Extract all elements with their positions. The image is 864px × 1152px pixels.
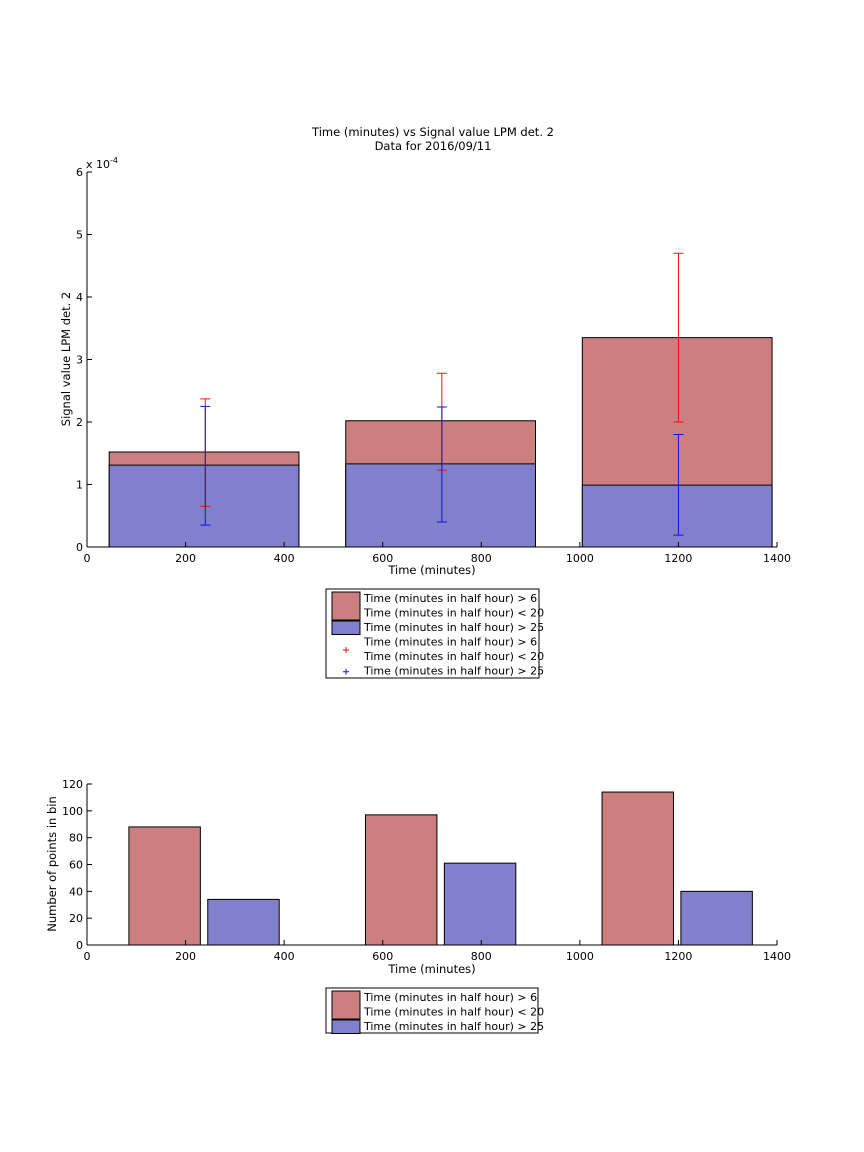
axes: 0 200 400 600 800 1000 1200 1400 0 20 40 60 80 100 120 xyxy=(62,778,791,963)
legend-swatch xyxy=(331,1019,361,1034)
y-axis-label: Number of points in bin xyxy=(45,796,59,932)
y-tick-label: 4 xyxy=(76,291,83,304)
y-tick-label: 5 xyxy=(76,229,83,242)
y-exponent-power: -4 xyxy=(110,156,118,165)
legend-swatch xyxy=(331,620,361,635)
x-tick-label: 0 xyxy=(84,552,91,565)
x-tick-label: 1400 xyxy=(763,552,791,565)
y-tick-label: 120 xyxy=(62,778,83,791)
x-tick-label: 600 xyxy=(372,552,393,565)
x-tick-label: 0 xyxy=(84,950,91,963)
axes: 0 200 400 600 800 1000 1200 1400 0 1 2 3 4 5 6 xyxy=(76,166,791,565)
bars xyxy=(108,337,773,548)
legend-swatch xyxy=(331,591,361,621)
x-tick-label: 1200 xyxy=(664,950,692,963)
chart-title: Time (minutes) vs Signal value LPM det. … xyxy=(311,125,554,139)
y-tick-label: 1 xyxy=(76,479,83,492)
legend-box xyxy=(325,588,540,679)
legend-label: Time (minutes in half hour) > 6 xyxy=(363,636,537,649)
count-chart: 0 200 400 600 800 1000 1200 1400 0 20 40 60 80 100 120… xyxy=(45,778,791,1034)
legend-label: Time (minutes in half hour) < 20 xyxy=(363,1006,544,1019)
x-tick-label: 1000 xyxy=(566,552,594,565)
legend-label: Time (minutes in half hour) > 25 xyxy=(363,621,544,634)
y-tick-label: 20 xyxy=(69,912,83,925)
x-tick-label: 800 xyxy=(471,950,492,963)
bar-series-2 xyxy=(581,484,773,548)
legend-label: Time (minutes in half hour) > 25 xyxy=(363,1020,544,1033)
y-axis-label: Signal value LPM det. 2 xyxy=(59,292,73,426)
legend-swatch xyxy=(331,990,361,1020)
y-tick-label: 0 xyxy=(76,939,83,952)
y-exponent-label: x 10-4 xyxy=(86,156,118,171)
bar-series-1 xyxy=(601,791,674,946)
y-tick-label: 60 xyxy=(69,859,83,872)
y-tick-label: 2 xyxy=(76,416,83,429)
legend: Time (minutes in half hour) > 6 Time (min… xyxy=(325,987,544,1034)
y-exponent-base: x 10 xyxy=(86,158,110,171)
bar-series-2 xyxy=(680,890,753,946)
y-tick-label: 6 xyxy=(76,166,83,179)
x-tick-label: 1400 xyxy=(763,950,791,963)
legend-label: Time (minutes in half hour) < 20 xyxy=(363,607,544,620)
legend-label: Time (minutes in half hour) > 6 xyxy=(363,991,537,1004)
y-tick-label: 40 xyxy=(69,885,83,898)
bars xyxy=(128,791,753,946)
x-tick-label: 400 xyxy=(274,950,295,963)
bar-series-1 xyxy=(364,814,438,946)
legend-label: Time (minutes in half hour) < 20 xyxy=(363,650,544,663)
legend-label: Time (minutes in half hour) > 25 xyxy=(363,665,544,678)
x-axis-label: Time (minutes) xyxy=(387,563,475,577)
x-tick-label: 400 xyxy=(274,552,295,565)
chart-subtitle: Data for 2016/09/11 xyxy=(375,139,492,153)
x-tick-label: 800 xyxy=(471,552,492,565)
y-tick-label: 100 xyxy=(62,805,83,818)
x-tick-label: 200 xyxy=(175,552,196,565)
legend-box xyxy=(325,987,539,1034)
legend-label: Time (minutes in half hour) > 6 xyxy=(363,592,537,605)
x-tick-label: 600 xyxy=(372,950,393,963)
bar-series-2 xyxy=(207,898,280,946)
bar-series-1 xyxy=(128,826,201,946)
y-tick-label: 0 xyxy=(76,541,83,554)
y-tick-label: 3 xyxy=(76,354,83,367)
bar-series-2 xyxy=(345,463,536,548)
signal-chart: Time (minutes) vs Signal value LPM det. … xyxy=(59,125,791,679)
y-tick-label: 80 xyxy=(69,832,83,845)
x-tick-label: 1000 xyxy=(566,950,594,963)
x-tick-label: 200 xyxy=(175,950,196,963)
x-tick-label: 1200 xyxy=(664,552,692,565)
error-bars xyxy=(200,252,684,536)
x-axis-label: Time (minutes) xyxy=(387,962,475,976)
bar-series-2 xyxy=(443,862,517,946)
